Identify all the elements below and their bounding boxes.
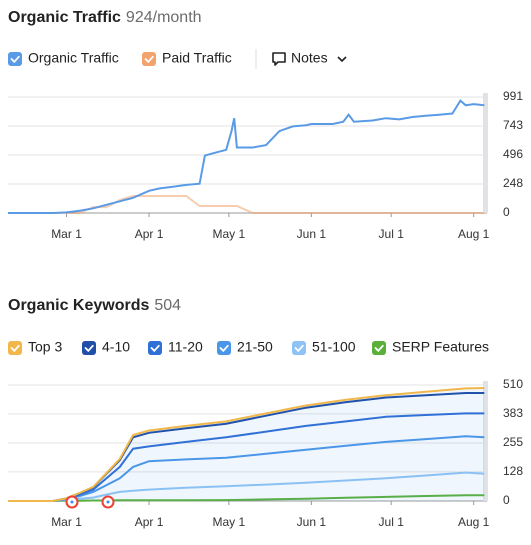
legend-item[interactable]: Paid Traffic — [142, 50, 232, 66]
check-mark — [10, 344, 20, 353]
chart-title: Organic Keywords — [8, 297, 149, 314]
y-tick-label: 255 — [503, 435, 523, 449]
legend-item[interactable]: Organic Traffic — [8, 50, 119, 66]
end-marker — [483, 381, 488, 501]
checkbox — [292, 341, 306, 355]
series-area — [8, 413, 485, 501]
check-mark — [219, 344, 229, 353]
x-tick-label: May 1 — [213, 227, 246, 241]
check-mark — [144, 55, 154, 64]
check-mark — [84, 344, 94, 353]
legend-label: 21-50 — [237, 339, 273, 355]
series-line — [8, 412, 485, 502]
x-tick-label: Jul 1 — [379, 227, 405, 241]
y-tick-label: 128 — [503, 464, 523, 478]
legend-item[interactable]: SERP Features — [372, 339, 489, 355]
series-line — [8, 387, 485, 502]
legend-label: Organic Traffic — [28, 50, 119, 66]
legend-label: 4-10 — [102, 339, 130, 355]
notes-label: Notes — [291, 50, 328, 66]
event-icon-dot — [106, 500, 110, 504]
checkbox — [142, 52, 156, 66]
end-marker — [483, 93, 488, 213]
legend-label: Top 3 — [28, 339, 62, 355]
legend-item[interactable]: 11-20 — [148, 339, 203, 355]
legend-label: SERP Features — [392, 339, 489, 355]
event-icon-dot — [70, 500, 74, 504]
chart-subtitle: 504 — [154, 297, 181, 314]
x-tick-label: Jun 1 — [297, 227, 327, 241]
x-tick-label: Jul 1 — [379, 515, 405, 529]
y-tick-label: 248 — [503, 176, 523, 190]
x-tick-label: Jun 1 — [297, 515, 327, 529]
checkbox — [372, 341, 386, 355]
legend-label: Paid Traffic — [162, 50, 232, 66]
y-tick-label: 991 — [503, 89, 523, 103]
series-area — [8, 393, 485, 501]
checkbox — [148, 341, 162, 355]
y-tick-label: 0 — [503, 205, 510, 219]
check-mark — [150, 344, 160, 353]
legend-item[interactable]: 21-50 — [217, 339, 273, 355]
series-area — [8, 436, 485, 501]
series-line — [8, 99, 485, 214]
check-mark — [294, 344, 304, 353]
x-tick-label: May 1 — [213, 515, 246, 529]
legend-item[interactable]: Top 3 — [8, 339, 62, 355]
y-tick-label: 0 — [503, 493, 510, 507]
x-tick-label: Mar 1 — [51, 227, 82, 241]
y-tick-label: 496 — [503, 147, 523, 161]
chevron — [337, 56, 347, 63]
legend-item[interactable]: 4-10 — [82, 339, 130, 355]
checkbox — [217, 341, 231, 355]
x-tick-label: Aug 1 — [458, 515, 490, 529]
chart-title: Organic Traffic — [8, 9, 121, 26]
x-tick-label: Apr 1 — [135, 515, 164, 529]
series-line — [8, 195, 485, 214]
notes-button[interactable]: Notes — [272, 50, 347, 66]
legend-item[interactable]: 51-100 — [292, 339, 356, 355]
x-tick-label: Apr 1 — [135, 227, 164, 241]
checkbox — [8, 341, 22, 355]
notes-icon — [272, 52, 286, 66]
legend-label: 11-20 — [168, 339, 203, 355]
y-tick-label: 510 — [503, 377, 523, 391]
y-tick-label: 743 — [503, 118, 523, 132]
y-tick-label: 383 — [503, 406, 523, 420]
check-mark — [374, 344, 384, 353]
series-line — [8, 435, 485, 502]
checkbox — [8, 52, 22, 66]
x-tick-label: Aug 1 — [458, 227, 490, 241]
check-mark — [10, 55, 20, 64]
x-tick-label: Mar 1 — [51, 515, 82, 529]
checkbox — [82, 341, 96, 355]
legend-label: 51-100 — [312, 339, 356, 355]
chart-subtitle: 924/month — [126, 9, 202, 26]
